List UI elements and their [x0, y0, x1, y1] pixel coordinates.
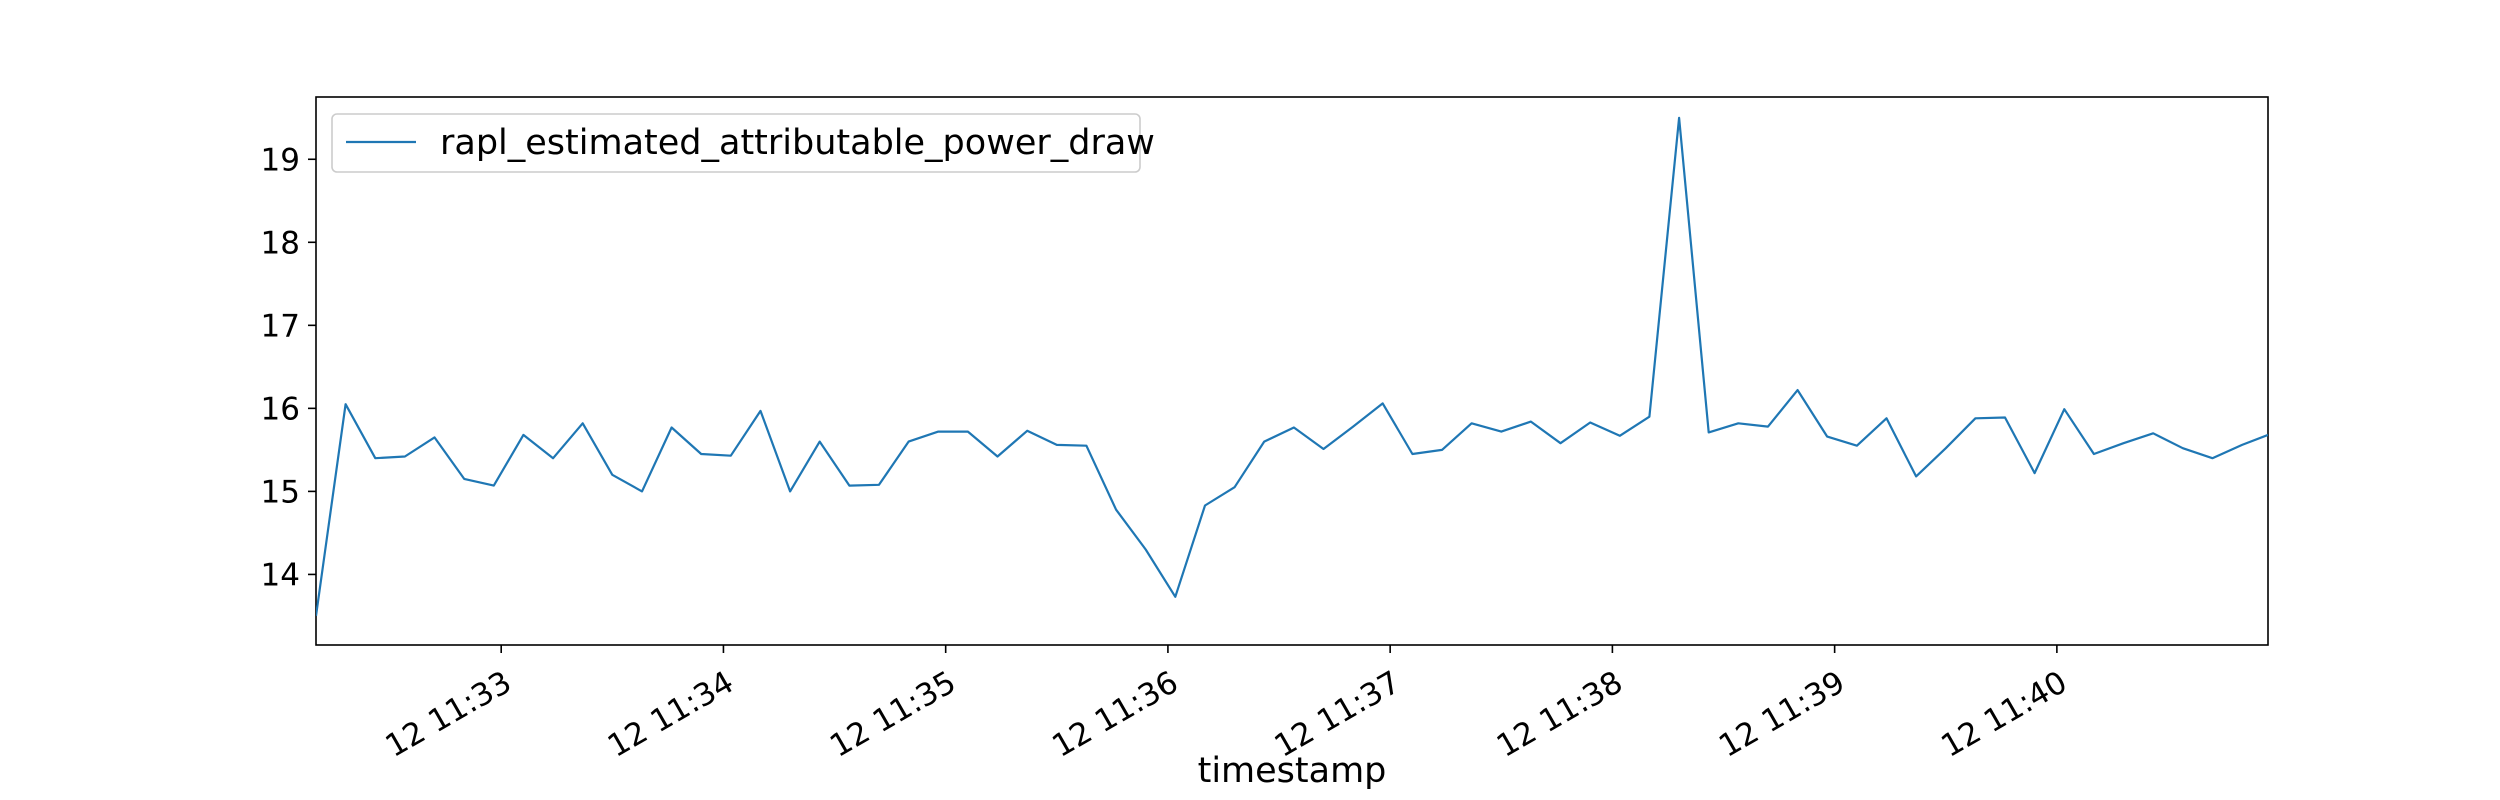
x-tick-label: 12 11:33: [380, 664, 518, 764]
y-tick-label: 18: [261, 225, 300, 261]
series-line-0: [316, 116, 2268, 617]
x-tick-label: 12 11:39: [1713, 664, 1851, 764]
x-tick-label: 12 11:38: [1491, 664, 1629, 764]
x-tick-label: 12 11:40: [1935, 664, 2073, 764]
x-tick-label: 12 11:34: [602, 664, 740, 764]
x-axis-label: timestamp: [1198, 751, 1387, 791]
x-tick-label: 12 11:35: [824, 664, 962, 764]
x-axis: 12 11:33 12 11:34 12 11:35 12 11:36 12 11:37…: [380, 645, 2073, 765]
y-axis: 14 15 16 17 18 19: [261, 142, 316, 593]
y-tick-label: 17: [261, 308, 300, 344]
y-tick-label: 19: [261, 142, 300, 178]
plot-area-frame: [315, 96, 2269, 646]
y-tick-label: 15: [261, 474, 300, 510]
x-tick-label: 12 11:36: [1046, 664, 1184, 764]
y-tick-label: 16: [261, 391, 300, 427]
legend: rapl_estimated_attributable_power_draw: [331, 113, 1155, 173]
x-tick-label: 12 11:37: [1268, 664, 1406, 764]
legend-label: rapl_estimated_attributable_power_draw: [440, 123, 1155, 163]
legend-box: [331, 113, 1141, 173]
series-layer: [316, 116, 2268, 617]
y-tick-label: 14: [261, 557, 300, 593]
